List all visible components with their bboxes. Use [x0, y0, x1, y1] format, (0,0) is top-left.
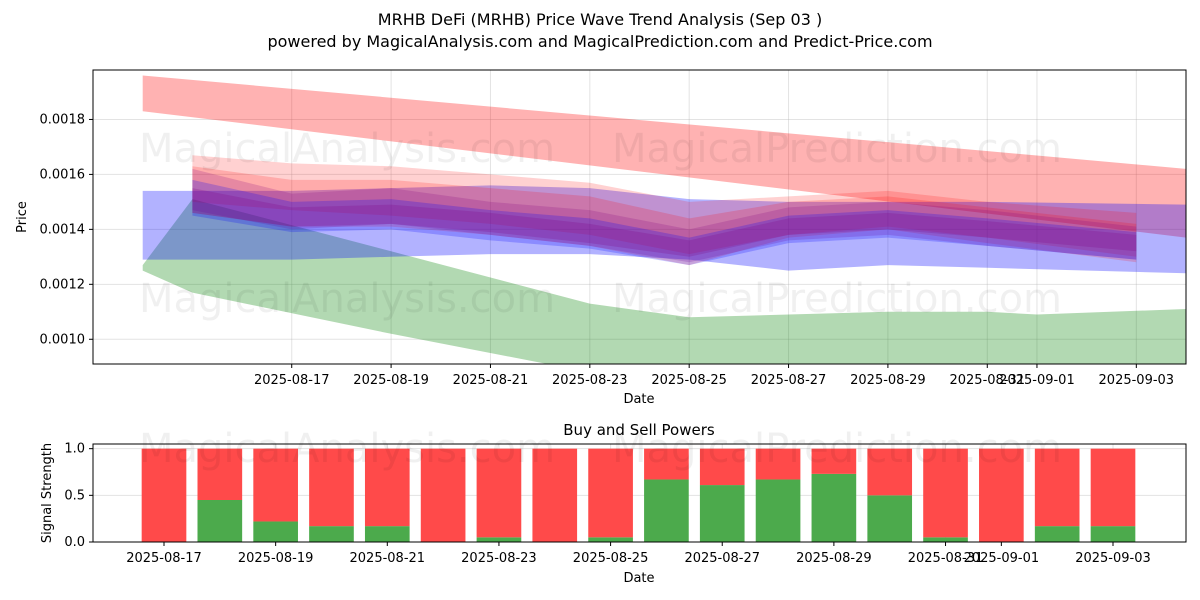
watermark-prediction-bottom: MagicalPrediction.com: [612, 276, 1062, 322]
price-grid: [93, 70, 1186, 364]
price-y-tick-label: 0.0016: [40, 167, 86, 182]
buy-sell-chart: Buy and Sell Powers MagicalAnalysis.com …: [40, 421, 1187, 586]
buy-sell-x-tick-label: 2025-08-31: [908, 551, 984, 566]
buy-bar: [923, 537, 968, 542]
figure-subtitle: powered by MagicalAnalysis.com and Magic…: [267, 32, 932, 51]
buy-sell-x-axis: 2025-08-17 2025-08-19 2025-08-21 2025-08-23…: [126, 542, 1151, 566]
buy-sell-x-tick-label: 2025-08-17: [126, 551, 202, 566]
buy-bar: [755, 479, 801, 542]
sell-bar: [197, 448, 243, 500]
buy-sell-x-tick-label: 2025-08-19: [238, 551, 314, 566]
buy-bar: [867, 495, 913, 542]
buy-bar: [253, 521, 298, 542]
watermark-analysis-bottom: MagicalAnalysis.com: [139, 276, 555, 322]
buy-sell-y-tick-label: 0.5: [64, 488, 85, 503]
buy-bar: [699, 485, 745, 542]
buy-sell-plot-frame: [92, 443, 1187, 543]
buy-bar: [364, 526, 410, 542]
price-y-tick-label: 0.0014: [40, 222, 86, 237]
price-x-tick-label: 2025-08-17: [254, 373, 330, 388]
buy-sell-y-axis: 0.0 0.5 1.0: [64, 442, 93, 550]
watermark-prediction-top: MagicalPrediction.com: [612, 126, 1062, 172]
price-watermarks: MagicalAnalysis.com MagicalPrediction.co…: [139, 126, 1062, 322]
price-y-tick-label: 0.0010: [40, 332, 86, 347]
price-plot-frame: [92, 69, 1187, 365]
buy-sell-x-axis-label: Date: [623, 571, 654, 586]
sell-bar: [532, 448, 578, 542]
price-band-purple-5: [192, 168, 1137, 263]
sell-bar: [309, 448, 354, 527]
sell-bar: [755, 448, 801, 480]
price-x-tick-label: 2025-08-31: [949, 373, 1025, 388]
buy-bar: [476, 537, 522, 542]
buy-sell-x-tick-label: 2025-08-21: [350, 551, 426, 566]
buy-bar: [588, 537, 633, 542]
price-x-tick-label: 2025-08-23: [552, 373, 628, 388]
price-wave-chart: MagicalAnalysis.com MagicalPrediction.co…: [15, 69, 1187, 407]
buy-sell-x-tick-label: 2025-08-23: [461, 551, 537, 566]
price-band-green-1: [142, 199, 1186, 364]
buy-sell-title: Buy and Sell Powers: [563, 421, 715, 439]
buy-bar: [644, 479, 689, 542]
sell-bar: [979, 448, 1024, 542]
sell-bar: [1034, 448, 1080, 527]
price-x-tick-label: 2025-08-27: [751, 373, 827, 388]
buy-sell-x-tick-label: 2025-08-25: [573, 551, 649, 566]
watermark-prediction-sub: MagicalPrediction.com: [612, 426, 1062, 472]
price-x-axis-label: Date: [623, 392, 654, 407]
sell-bar: [923, 448, 968, 538]
sell-bar: [811, 448, 857, 474]
sell-bar: [476, 448, 522, 538]
price-bands: [142, 75, 1186, 364]
price-y-axis: 0.0010 0.0012 0.0014 0.0016 0.0018: [40, 112, 93, 347]
buy-bar: [1034, 526, 1080, 542]
price-x-tick-label: 2025-09-03: [1099, 373, 1175, 388]
price-x-tick-label: 2025-09-01: [999, 373, 1075, 388]
price-band-red-0: [142, 75, 1186, 238]
sell-bar: [867, 448, 913, 496]
buy-bar: [811, 473, 857, 542]
buy-sell-y-axis-label: Signal Strength: [40, 443, 55, 543]
buy-sell-x-tick-label: 2025-09-03: [1075, 551, 1151, 566]
price-plot-background: [93, 70, 1186, 364]
price-y-axis-label: Price: [15, 201, 30, 233]
sell-bar: [1090, 448, 1136, 527]
buy-bar: [197, 500, 243, 542]
sell-bar: [588, 448, 633, 538]
price-x-axis: 2025-08-17 2025-08-19 2025-08-21 2025-08-23…: [254, 364, 1174, 388]
watermark-analysis-sub: MagicalAnalysis.com: [139, 426, 555, 472]
price-band-red-3: [192, 155, 1137, 257]
buy-sell-y-tick-label: 0.0: [64, 535, 85, 550]
price-band-blue-2: [142, 185, 1186, 274]
figure-title: MRHB DeFi (MRHB) Price Wave Trend Analys…: [378, 10, 822, 29]
sell-bar: [364, 448, 410, 527]
watermark-analysis-top: MagicalAnalysis.com: [139, 126, 555, 172]
buy-sell-bars: [141, 448, 1136, 542]
price-x-tick-label: 2025-08-29: [850, 373, 926, 388]
price-y-tick-label: 0.0018: [40, 112, 86, 127]
sell-bar: [699, 448, 745, 486]
price-y-tick-label: 0.0012: [40, 277, 86, 292]
price-band-blue-6: [192, 179, 1137, 266]
price-x-tick-label: 2025-08-21: [453, 373, 529, 388]
price-x-tick-label: 2025-08-19: [353, 373, 429, 388]
buy-bar: [1090, 526, 1136, 542]
price-band-red-4: [192, 166, 1137, 266]
sell-bar: [644, 448, 689, 480]
price-x-tick-label: 2025-08-25: [651, 373, 727, 388]
buy-sell-x-tick-label: 2025-09-01: [964, 551, 1040, 566]
price-band-purple-7: [192, 188, 1137, 257]
sell-bar: [420, 448, 466, 542]
buy-sell-y-tick-label: 1.0: [64, 442, 85, 457]
sell-bar: [141, 448, 187, 542]
buy-sell-x-tick-label: 2025-08-27: [684, 551, 760, 566]
sell-bar: [253, 448, 298, 522]
buy-bar: [309, 526, 354, 542]
buy-sell-watermarks: MagicalAnalysis.com MagicalPrediction.co…: [139, 426, 1062, 472]
buy-sell-x-tick-label: 2025-08-29: [796, 551, 872, 566]
